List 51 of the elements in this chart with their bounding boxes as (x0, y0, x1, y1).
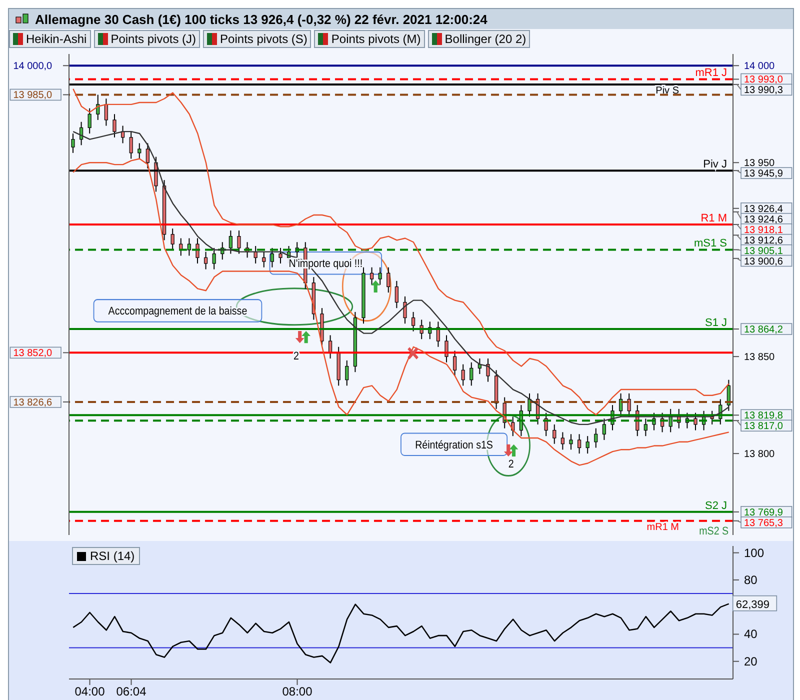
x-tick-label: 04:00 (74, 684, 106, 699)
y-tick-label: 13 817,0 (744, 421, 784, 432)
ref-line-label: mS1 S (694, 238, 727, 250)
chart-title: Allemagne 30 Cash (1€) 100 ticks 13 926,4 (-0,32 %) 22 févr. 2021 12:00:24 (35, 12, 488, 26)
text: Points pivots (M) (331, 32, 421, 46)
annotation: mS2 S (699, 526, 729, 538)
y-tick-label: 13 905,1 (744, 246, 784, 257)
annotation: 2 (508, 459, 514, 471)
y-tick-label: 13 924,6 (744, 214, 784, 226)
x-tick-label: 08:00 (282, 684, 313, 699)
y-tick-label: 13 926,4 (744, 204, 784, 215)
y2-tick-label: 14 000,0 (13, 61, 53, 72)
y2-tick-label: 13 826,6 (13, 397, 53, 408)
text: Heikin-Ashi (26, 32, 87, 46)
y-tick-label: 13 945,9 (744, 168, 784, 180)
y-tick-label: 13 912,6 (744, 235, 784, 246)
ref-line-label: R1 M (700, 212, 727, 224)
text: Points pivots (S) (220, 32, 308, 46)
ref-line-label: Piv S (656, 85, 680, 96)
text: 62,399 (736, 598, 770, 611)
y-tick-label: 13 819,8 (744, 410, 784, 422)
y-tick-label: 13 850 (744, 352, 776, 364)
x-tick-label: 06:04 (116, 684, 147, 699)
chart-title: RSI (14) (90, 549, 135, 563)
y-tick-label: 14 000 (744, 61, 776, 72)
y-tick-label: 100 (744, 546, 764, 560)
ref-line-label: mR1 M (646, 522, 679, 533)
ref-line-label: Piv J (703, 158, 727, 171)
y-tick-label: 13 769,9 (744, 507, 784, 518)
y-tick-label: 13 864,2 (744, 324, 784, 336)
y2-tick-label: 13 852,0 (13, 348, 53, 360)
annotation: Réintégration s1S (415, 440, 493, 452)
y-tick-label: 13 993,0 (744, 74, 784, 86)
line-series (72, 603, 730, 664)
y-tick-label: 40 (744, 627, 758, 642)
y-tick-label: 13 990,3 (744, 85, 784, 96)
ref-line-label: S1 J (704, 317, 727, 330)
y-tick-label: 13 950 (744, 158, 776, 170)
text: Bollinger (20 2) (444, 32, 526, 46)
y-tick-label: 13 765,3 (744, 518, 784, 529)
y-tick-label: 80 (744, 572, 758, 587)
annotation: Acccompagnement de la baisse (108, 306, 248, 318)
text: Points pivots (J) (110, 32, 196, 46)
y2-tick-label: 13 985,0 (13, 90, 53, 102)
ref-line-label: mR1 J (695, 67, 727, 80)
annotation: 2 (294, 350, 300, 362)
y-tick-label: 13 918,1 (744, 224, 784, 236)
y-tick-label: 13 800 (744, 449, 776, 460)
y-tick-label: 13 900,6 (744, 256, 784, 268)
y-tick-label: 20 (744, 654, 758, 668)
ref-line-label: S2 J (704, 500, 727, 512)
